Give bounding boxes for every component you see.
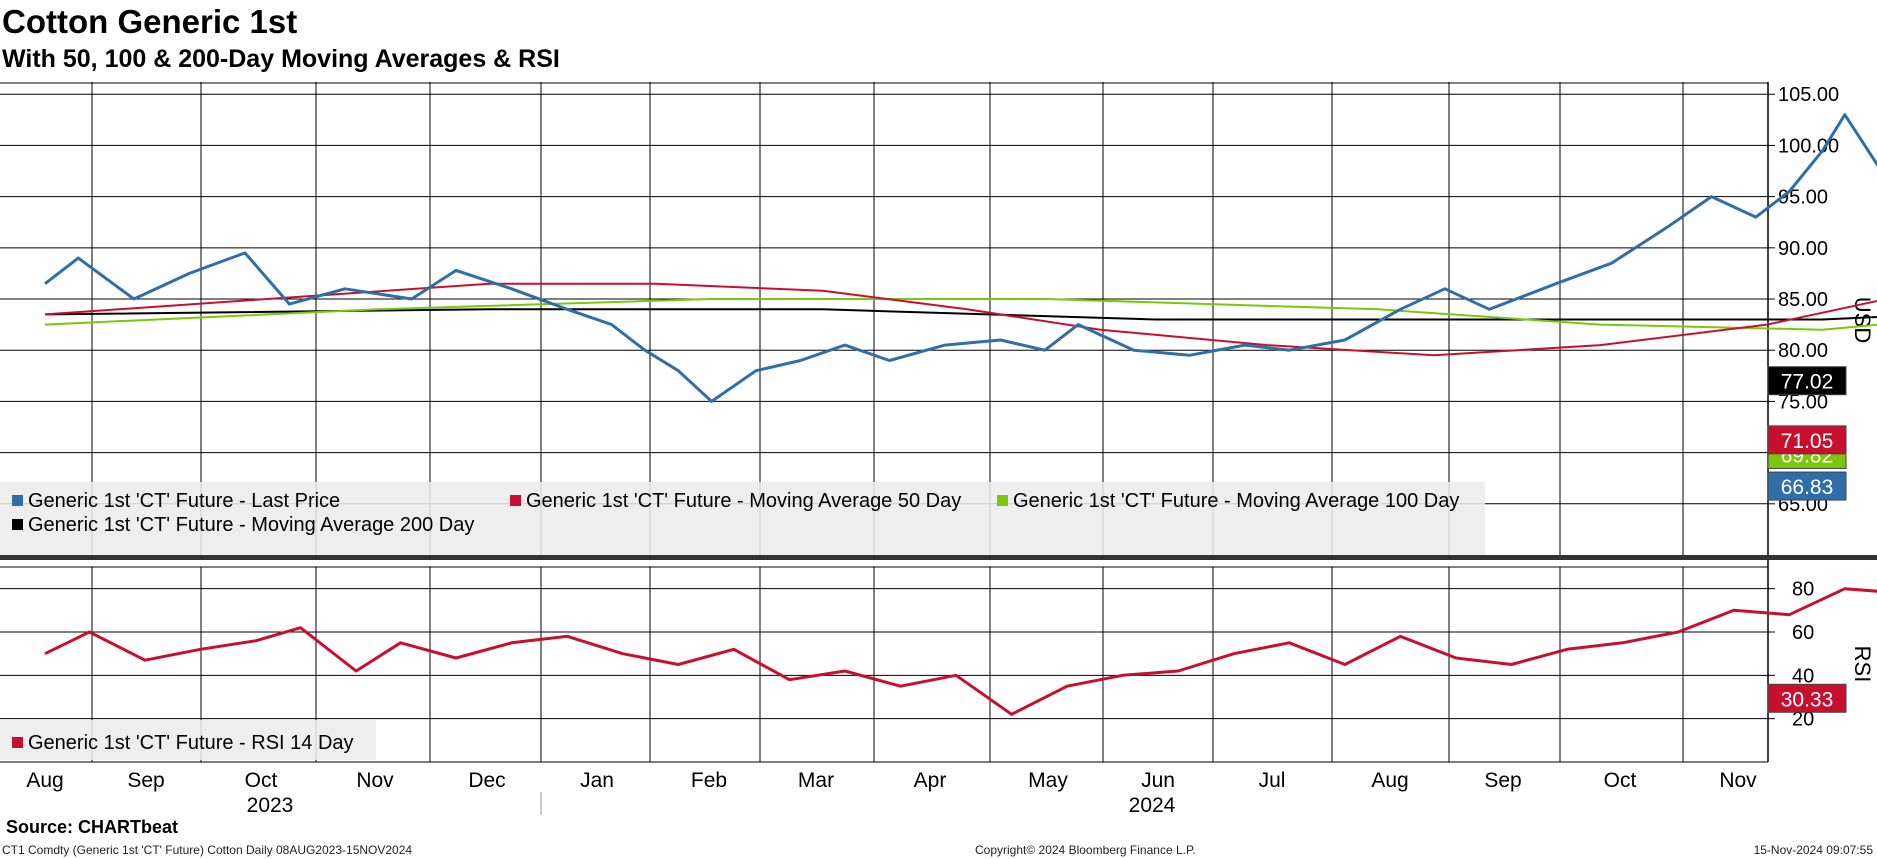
footer-timestamp: 15-Nov-2024 09:07:55 — [1753, 843, 1873, 857]
legend-swatch — [12, 737, 23, 748]
ma50-last-value-box — [1767, 425, 1847, 455]
rsi-legend-box — [0, 720, 376, 760]
ma200-last-value-box — [1767, 366, 1847, 396]
source-label: Source: CHARTbeat — [6, 817, 179, 837]
chart-subtitle: With 50, 100 & 200-Day Moving Averages &… — [2, 45, 560, 73]
footer-copyright: Copyright© 2024 Bloomberg Finance L.P. — [975, 843, 1196, 857]
x-month-label: Jul — [1259, 769, 1286, 792]
rsi-line — [44, 587, 1877, 716]
x-month-label: Apr — [914, 769, 947, 792]
legend-swatch — [12, 519, 23, 530]
x-month-label: Jan — [580, 769, 614, 792]
price-legend-box — [0, 482, 1485, 555]
legend-label: Generic 1st 'CT' Future - Moving Average… — [28, 514, 474, 536]
price-y-tick-label: 95.00 — [1778, 187, 1828, 209]
chart-title: Cotton Generic 1st — [2, 3, 298, 40]
x-year-label: 2023 — [247, 794, 294, 817]
x-month-label: Oct — [1604, 769, 1637, 792]
x-month-label: Mar — [798, 769, 834, 792]
legend-label: Generic 1st 'CT' Future - Moving Average… — [526, 490, 961, 512]
x-month-label: Aug — [1371, 769, 1408, 792]
ma50-last-value: 71.05 — [1781, 430, 1834, 453]
panel-divider — [0, 555, 1877, 560]
x-month-label: May — [1028, 769, 1068, 792]
x-month-label: Oct — [245, 769, 278, 792]
rsi-axis-title: RSI — [1850, 646, 1875, 683]
legend-swatch — [997, 495, 1008, 506]
price-y-tick-label: 105.00 — [1778, 84, 1839, 106]
rsi-last-value: 30.33 — [1781, 688, 1834, 711]
legend-label: Generic 1st 'CT' Future - Last Price — [28, 490, 340, 512]
x-month-label: Nov — [356, 769, 394, 792]
x-month-label: Nov — [1719, 769, 1757, 792]
rsi-y-tick-label: 80 — [1792, 579, 1814, 601]
rsi-y-tick-label: 20 — [1792, 709, 1814, 731]
x-month-label: Sep — [1484, 769, 1521, 792]
ma50-line — [44, 282, 1877, 357]
x-month-label: Feb — [691, 769, 727, 792]
legend-label: Generic 1st 'CT' Future - Moving Average… — [1013, 490, 1459, 512]
ma200-last-value: 77.02 — [1781, 371, 1834, 394]
x-month-label: Dec — [468, 769, 505, 792]
price-y-tick-label: 90.00 — [1778, 238, 1828, 260]
x-year-label: 2024 — [1129, 794, 1176, 817]
legend-label: Generic 1st 'CT' Future - RSI 14 Day — [28, 732, 354, 754]
footer-series-info: CT1 Comdty (Generic 1st 'CT' Future) Cot… — [2, 843, 413, 857]
legend-swatch — [12, 495, 23, 506]
rsi-y-tick-label: 40 — [1792, 665, 1814, 687]
ma100-line — [44, 298, 1877, 331]
legend-swatch — [510, 495, 521, 506]
ma200-line — [44, 308, 1877, 321]
price-y-tick-label: 80.00 — [1778, 340, 1828, 362]
x-month-label: Aug — [26, 769, 63, 792]
price-y-tick-label: 75.00 — [1778, 391, 1828, 413]
price-y-tick-label: 100.00 — [1778, 135, 1839, 157]
rsi-last-value-box — [1767, 683, 1847, 713]
last-price-value-box — [1767, 471, 1847, 501]
x-month-label: Sep — [127, 769, 164, 792]
rsi-y-tick-label: 60 — [1792, 622, 1814, 644]
x-month-label: Jun — [1141, 769, 1175, 792]
price-y-tick-label: 85.00 — [1778, 289, 1828, 311]
last-price-value: 66.83 — [1781, 476, 1834, 499]
last-price-line — [44, 113, 1877, 403]
